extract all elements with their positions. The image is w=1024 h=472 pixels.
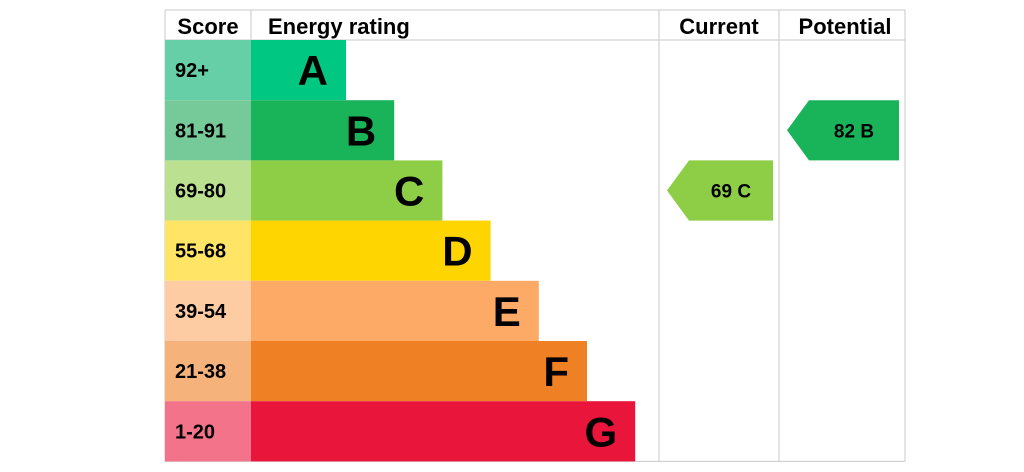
score-cell-d xyxy=(165,220,251,281)
score-cell-c xyxy=(165,160,251,221)
current-rating-arrow-shape xyxy=(667,160,773,221)
header-row: Score Energy rating Current Potential xyxy=(177,14,891,39)
score-range-e: 39-54 xyxy=(175,301,227,323)
score-range-c: 69-80 xyxy=(175,181,226,203)
potential-header: Potential xyxy=(799,14,892,39)
band-row-f: 21-38 F xyxy=(165,341,587,402)
potential-rating-arrow-shape xyxy=(787,100,899,161)
band-bar-b xyxy=(251,100,395,161)
rating-arrows: 69 C 82 B xyxy=(667,100,899,221)
band-row-a: 92+ A xyxy=(165,40,346,101)
band-bar-f xyxy=(251,341,587,402)
band-letter-e: E xyxy=(493,288,521,335)
score-cell-g xyxy=(165,401,251,462)
band-bar-e xyxy=(251,280,539,341)
band-bar-g xyxy=(251,401,636,462)
energy-rating-header: Energy rating xyxy=(268,14,410,39)
band-row-g: 1-20 G xyxy=(165,401,636,462)
band-letter-g: G xyxy=(585,408,618,455)
current-rating-arrow: 69 C xyxy=(667,160,773,221)
current-rating-arrow-label: 69 C xyxy=(711,182,751,203)
band-letter-a: A xyxy=(298,47,328,94)
score-header: Score xyxy=(177,14,238,39)
score-cell-e xyxy=(165,280,251,341)
score-range-d: 55-68 xyxy=(175,241,226,263)
potential-rating-arrow-label: 82 B xyxy=(834,121,874,142)
band-row-c: 69-80 C xyxy=(165,160,443,221)
potential-rating-arrow: 82 B xyxy=(787,100,899,161)
band-letter-f: F xyxy=(543,348,569,395)
rating-bands: 92+ A 81-91 B 69-80 C 55-68 D 39-54 E 21-38 F 1-20 G xyxy=(165,40,636,462)
score-range-f: 21-38 xyxy=(175,361,226,383)
band-letter-b: B xyxy=(346,107,376,154)
band-row-d: 55-68 D xyxy=(165,220,491,281)
band-bar-d xyxy=(251,220,491,281)
band-bar-a xyxy=(251,40,346,101)
band-bar-c xyxy=(251,160,443,221)
current-header: Current xyxy=(679,14,759,39)
score-cell-f xyxy=(165,341,251,402)
score-range-b: 81-91 xyxy=(175,120,226,142)
score-range-a: 92+ xyxy=(175,60,209,82)
score-range-g: 1-20 xyxy=(175,421,215,443)
band-row-e: 39-54 E xyxy=(165,280,539,341)
band-row-b: 81-91 B xyxy=(165,100,395,161)
band-letter-d: D xyxy=(442,228,472,275)
score-cell-a xyxy=(165,40,251,101)
score-cell-b xyxy=(165,100,251,161)
band-letter-c: C xyxy=(394,168,424,215)
